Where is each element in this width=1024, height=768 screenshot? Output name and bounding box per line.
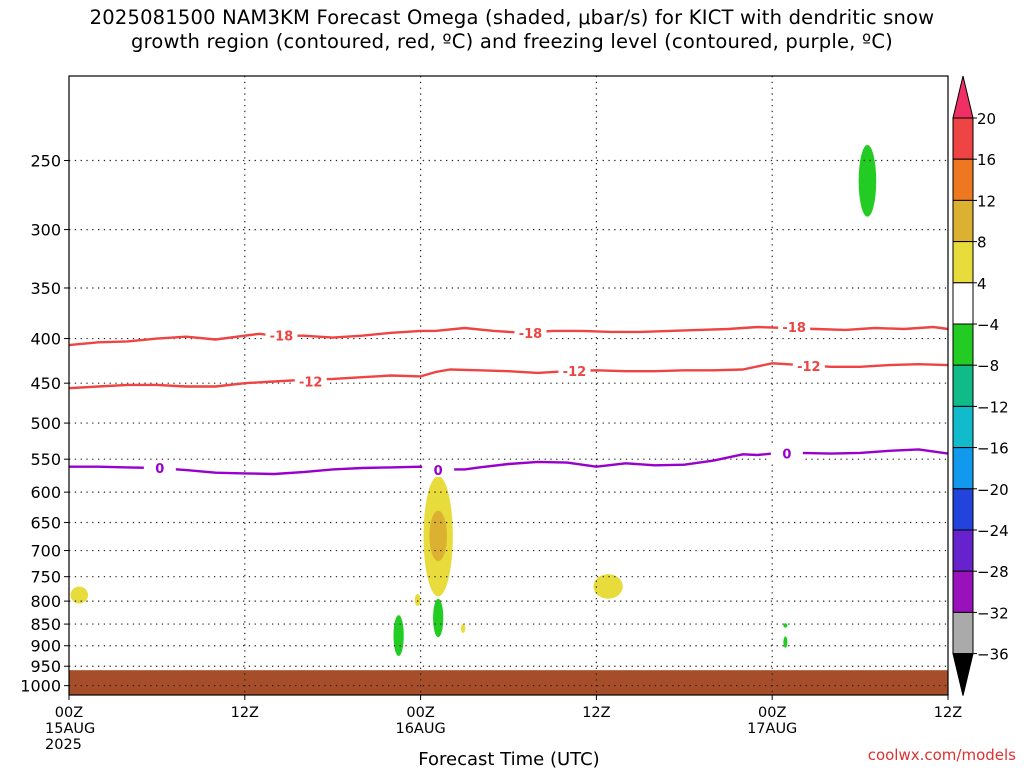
colorbar-box-8 [952, 447, 974, 490]
x-tick-label-24-1: 16AUG [395, 721, 445, 737]
colorbar-box-0 [952, 117, 974, 160]
x-tick-label-24-0: 00Z [406, 705, 434, 721]
y-tick-label-450: 450 [30, 374, 61, 393]
contour-label-bg-0-0 [143, 460, 176, 476]
contour-label--12-1: -12 [563, 365, 587, 380]
axes-layer: 250 300 350 400 450 500 550 600 650 700 750 800 850 9… [20, 152, 962, 753]
colorbar-bottom-arrow [952, 653, 974, 696]
y-tick-label-350: 350 [30, 279, 61, 298]
colorbar-box-12 [952, 611, 974, 655]
omega-region-2 [429, 510, 447, 562]
contour-label-bg-0-2 [770, 445, 803, 461]
y-tick-label-750: 750 [30, 568, 61, 587]
colorbar-box-9 [952, 488, 974, 531]
omega-region-8 [858, 145, 877, 217]
omega-region-10 [783, 623, 788, 628]
colorbar-top-arrow [952, 75, 974, 119]
contour-label--18-2: -18 [782, 321, 806, 336]
contour-line--18 [68, 325, 949, 347]
y-tick-label-950: 950 [30, 657, 61, 676]
y-tick-label-650: 650 [30, 513, 61, 532]
omega-region-9 [783, 636, 788, 648]
y-tick-label-700: 700 [30, 542, 61, 561]
colorbar-label-9: −20 [977, 481, 1009, 499]
colorbar-label-10: −24 [977, 522, 1009, 540]
contour-label-0-1: 0 [434, 464, 443, 479]
colorbar-box-3 [952, 241, 974, 284]
y-tick-label-400: 400 [30, 330, 61, 349]
y-tick-label-900: 900 [30, 637, 61, 656]
contour-label-bg--18-0 [265, 327, 298, 343]
contour-label-0-0: 0 [155, 462, 164, 477]
x-tick-label-48-1: 17AUG [747, 721, 797, 737]
x-axis-label: Forecast Time (UTC) [418, 749, 599, 768]
contour-label-bg--18-1 [514, 324, 547, 340]
colorbar: 20 16 12 8 4 −4 −8 −12 −16 −20 −24 −28 −32 −36 [952, 75, 1009, 696]
y-tick-label-300: 300 [30, 221, 61, 240]
omega-region-6 [393, 615, 404, 657]
colorbar-box-11 [952, 570, 974, 613]
colorbar-box-7 [952, 405, 974, 449]
y-tick-label-250: 250 [30, 152, 61, 171]
x-tick-label-12-0: 12Z [231, 705, 259, 721]
y-tick-label-550: 550 [30, 450, 61, 469]
colorbar-label-1: 16 [977, 151, 996, 169]
colorbar-label-3: 8 [977, 234, 987, 252]
ground-fill [69, 670, 948, 695]
colorbar-box-1 [952, 158, 974, 201]
omega-region-5 [593, 574, 623, 599]
contour-label--18-0: -18 [270, 330, 294, 345]
omega-region-3 [414, 593, 421, 606]
contour-label--18-1: -18 [519, 327, 543, 342]
x-tick-label-0-0: 00Z [55, 705, 83, 721]
colorbar-label-0: 20 [977, 110, 996, 128]
plot-border [68, 75, 949, 696]
colorbar-label-12: −32 [977, 604, 1009, 622]
x-tick-label-60-0: 12Z [934, 705, 962, 721]
omega-region-0 [70, 586, 89, 604]
y-tick-label-850: 850 [30, 615, 61, 634]
contour-label-bg--18-2 [778, 319, 811, 335]
contour-label-bg-0-1 [422, 462, 455, 478]
y-tick-label-800: 800 [30, 592, 61, 611]
y-tick-label-1000: 1000 [20, 677, 61, 696]
contour-label-bg--12-0 [294, 373, 327, 389]
chart-title-line2: growth region (contoured, red, ºC) and f… [131, 30, 893, 53]
colorbar-box-6 [952, 364, 974, 407]
omega-shading-layer [70, 145, 877, 657]
omega-region-7 [433, 598, 444, 638]
chart-title: 2025081500 NAM3KM Forecast Omega (shaded… [0, 6, 1024, 54]
colorbar-label-6: −8 [977, 357, 999, 375]
colorbar-box-10 [952, 529, 974, 572]
chart-title-line1: 2025081500 NAM3KM Forecast Omega (shaded… [89, 6, 935, 29]
contour-label--12-2: -12 [797, 360, 821, 375]
plot-frame [68, 75, 949, 696]
contour-label-0-2: 0 [782, 448, 791, 463]
colorbar-box-4 [952, 282, 974, 325]
contour-label--12-0: -12 [299, 375, 323, 390]
x-tick-label-48-0: 00Z [758, 705, 786, 721]
omega-region-4 [460, 624, 466, 633]
contour-label-bg--12-1 [558, 363, 591, 379]
colorbar-label-8: −16 [977, 440, 1009, 458]
contour-label-bg--12-2 [792, 357, 825, 373]
colorbar-label-4: 4 [977, 275, 987, 293]
y-tick-label-500: 500 [30, 414, 61, 433]
colorbar-label-13: −36 [977, 646, 1009, 664]
y-tick-label-600: 600 [30, 483, 61, 502]
colorbar-label-7: −12 [977, 398, 1009, 416]
colorbar-label-11: −28 [977, 563, 1009, 581]
x-tick-label-0-1: 15AUG [45, 721, 95, 737]
x-tick-label-36-0: 12Z [582, 705, 610, 721]
colorbar-label-2: 12 [977, 192, 996, 210]
contour-line-0 [69, 448, 949, 476]
colorbar-box-5 [952, 323, 974, 366]
ground-layer [69, 670, 948, 695]
credit-text: coolwx.com/models [867, 746, 1016, 764]
x-tick-label-0-2: 2025 [45, 737, 82, 753]
colorbar-label-5: −4 [977, 316, 999, 334]
contour-layer: -18 -18 -18 -12 -12 -12 0 0 0 [68, 319, 949, 479]
colorbar-box-2 [952, 199, 974, 243]
